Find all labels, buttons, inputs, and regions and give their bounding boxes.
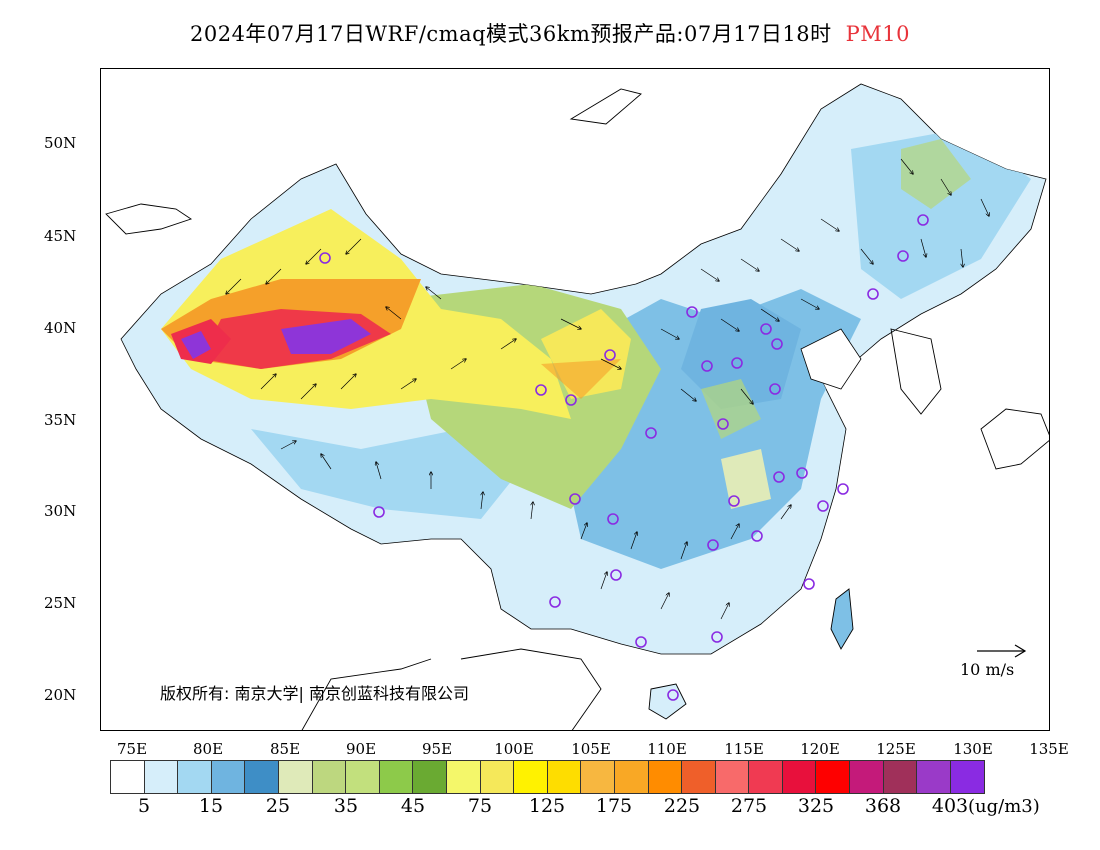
pollutant-label: PM10 [845,22,911,46]
colorbar-swatch [211,761,246,793]
colorbar-swatch [950,761,985,793]
colorbar-swatch [682,761,716,793]
colorbar-label-45: 45 [400,795,426,817]
colorbar-swatch [917,761,951,793]
colorbar-swatch [648,761,683,793]
reference-vector-label: 10 m/s [960,660,1015,679]
concentration-field [161,129,1031,569]
colorbar-swatch [816,761,851,793]
colorbar-label-15: 15 [198,795,224,817]
hainan-coast [648,683,687,720]
map-panel [100,68,1050,731]
lat-label-35n: 35N [44,411,77,429]
colorbar-label-25: 25 [265,795,291,817]
lon-label-95e: 95E [421,740,453,758]
colorbar-swatch [245,761,279,793]
lon-label-100e: 100E [494,740,534,758]
colorbar-swatch [547,761,582,793]
lat-label-25n: 25N [44,594,77,612]
colorbar-swatch [379,761,414,793]
colorbar-swatch [278,761,313,793]
lon-label-75e: 75E [116,740,148,758]
lon-label-110e: 110E [647,740,687,758]
lat-label-40n: 40N [44,319,77,337]
lat-label-45n: 45N [44,227,77,245]
southeast-asia-coast [301,648,602,730]
colorbar-label-35: 35 [333,795,359,817]
colorbar-swatch [413,761,447,793]
colorbar-swatch [715,761,750,793]
lon-label-125e: 125E [876,740,916,758]
colorbar-label-275: 275 [730,795,768,817]
colorbar-label-175: 175 [595,795,633,817]
lat-label-20n: 20N [44,686,77,704]
colorbar-swatch [883,761,918,793]
lon-label-80e: 80E [192,740,224,758]
colorbar-swatch [782,761,817,793]
colorbar-unit: (ug/m3) [968,796,1040,817]
colorbar-swatch [850,761,884,793]
lake-baikal [569,88,642,125]
colorbar-swatch [178,761,212,793]
colorbar-label-325: 325 [797,795,835,817]
lat-label-50n: 50N [44,134,77,152]
colorbar-swatch [614,761,649,793]
colorbar-swatch [111,761,145,793]
lon-label-105e: 105E [571,740,611,758]
colorbar-label-368: 368 [864,795,902,817]
colorbar-swatch [480,761,515,793]
colorbar-label-225: 225 [663,795,701,817]
map-title: 2024年07月17日WRF/cmaq模式36km预报产品:07月17日18时 P… [0,18,1100,48]
colorbar-swatch [514,761,548,793]
colorbar-swatch [446,761,481,793]
lon-label-115e: 115E [724,740,764,758]
pollution-map [105,83,1049,730]
colorbar [110,760,986,794]
colorbar-label-75: 75 [467,795,493,817]
korea-coast [890,328,942,415]
copyright-text: 版权所有: 南京大学| 南京创蓝科技有限公司 [160,684,469,703]
lat-label-30n: 30N [44,502,77,520]
colorbar-swatch [749,761,783,793]
colorbar-swatch [312,761,347,793]
colorbar-label-5: 5 [137,795,151,817]
central-asia-coast [105,203,193,235]
lon-label-120e: 120E [800,740,840,758]
colorbar-swatch [581,761,615,793]
title-text: 2024年07月17日WRF/cmaq模式36km预报产品:07月17日18时 [189,22,832,46]
bohai-bay [800,328,862,390]
colorbar-label-125: 125 [528,795,566,817]
colorbar-swatch [144,761,179,793]
lon-label-135e: 135E [1029,740,1069,758]
japan-coast [980,408,1049,470]
lon-label-85e: 85E [269,740,301,758]
lon-label-130e: 130E [953,740,993,758]
colorbar-label-403: 403 [931,795,969,817]
colorbar-swatch [346,761,380,793]
station-markers [319,214,929,701]
wind-vectors [226,158,989,620]
lon-label-90e: 90E [345,740,377,758]
taiwan-coast [830,588,854,650]
